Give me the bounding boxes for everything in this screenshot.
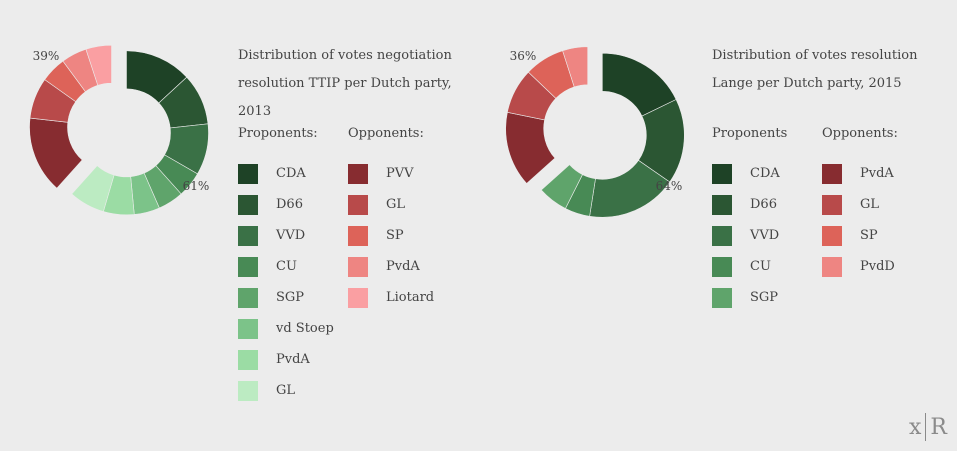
proponents-percentage: 64% [656,179,683,193]
title-line: resolution TTIP per Dutch party, 2013 [238,76,452,119]
legend-label: CU [276,259,297,274]
legend-swatch [238,164,258,184]
legend-swatch [238,226,258,246]
logo-divider [925,413,927,441]
legend-swatch [238,257,258,277]
legend-label: Liotard [386,290,435,305]
legend-label: SP [386,228,404,243]
logo-letter-r: R [930,414,947,440]
legend-label: SP [860,228,878,243]
legend-swatch [238,381,258,401]
legend-swatch [822,226,842,246]
legend-label: GL [860,197,880,212]
legend-label: GL [386,197,406,212]
title-line: Lange per Dutch party, 2015 [712,76,902,91]
legend-swatch [712,257,732,277]
opponents-percentage: 36% [510,49,537,63]
legend-swatch [238,319,258,339]
title-line: Distribution of votes negotiation [238,48,452,63]
legend-swatch [712,195,732,215]
opponents-percentage: 39% [33,49,60,63]
legend-label: D66 [750,197,777,212]
chart-title-ttip: Distribution of votes negotiation resolu… [238,42,478,126]
legend-swatch [348,257,368,277]
donut-slice-proponent [71,165,115,212]
legend-label: PvdA [386,259,420,274]
legend-label: VVD [276,228,306,243]
legend-swatch [822,257,842,277]
legend-swatch [238,195,258,215]
legend-swatch [348,288,368,308]
legend-label: CDA [750,166,780,181]
legend-label: PvdA [860,166,894,181]
donut-chart-lange: 64% 36% [505,46,685,218]
brand-logo: x R [909,413,947,441]
legend-swatch [712,288,732,308]
title-line: Distribution of votes resolution [712,48,918,63]
legend-swatch [348,195,368,215]
chart-title-lange: Distribution of votes resolution Lange p… [712,42,952,98]
legend-label: PvdA [276,352,310,367]
legend-label: PVV [386,166,414,181]
donut-slice-opponent [85,44,112,86]
donut-chart-ttip: 61% 39% [29,44,210,216]
proponents-heading: Proponents: [238,126,318,141]
legend-label: vd Stoep [276,321,334,336]
legend-label: SGP [276,290,305,305]
legend-swatch [712,164,732,184]
opponents-heading: Opponents: [348,126,424,141]
legend-swatch [712,226,732,246]
legend-label: PvdD [860,259,895,274]
proponents-heading: Proponents [712,126,788,141]
donut-slice-opponent [562,46,588,88]
donut-slice-opponent [29,117,83,189]
legend-swatch [822,195,842,215]
chart-panel-lange: 64% 36% Distribution of votes resolution … [478,0,956,451]
chart-panel-ttip: 61% 39% Distribution of votes negotiation… [0,0,478,451]
proponents-percentage: 61% [183,179,210,193]
donut-slice-proponent [540,164,583,209]
logo-letter-x: x [909,414,922,440]
legend-label: CU [750,259,771,274]
legend-label: D66 [276,197,303,212]
donut-slice-opponent [505,111,556,184]
legend-swatch [348,164,368,184]
legend-swatch [238,350,258,370]
legend-label: GL [276,383,296,398]
legend-label: CDA [276,166,306,181]
legend-swatch [822,164,842,184]
opponents-heading: Opponents: [822,126,898,141]
legend-label: VVD [750,228,780,243]
legend-swatch [238,288,258,308]
legend-swatch [348,226,368,246]
legend-label: SGP [750,290,779,305]
